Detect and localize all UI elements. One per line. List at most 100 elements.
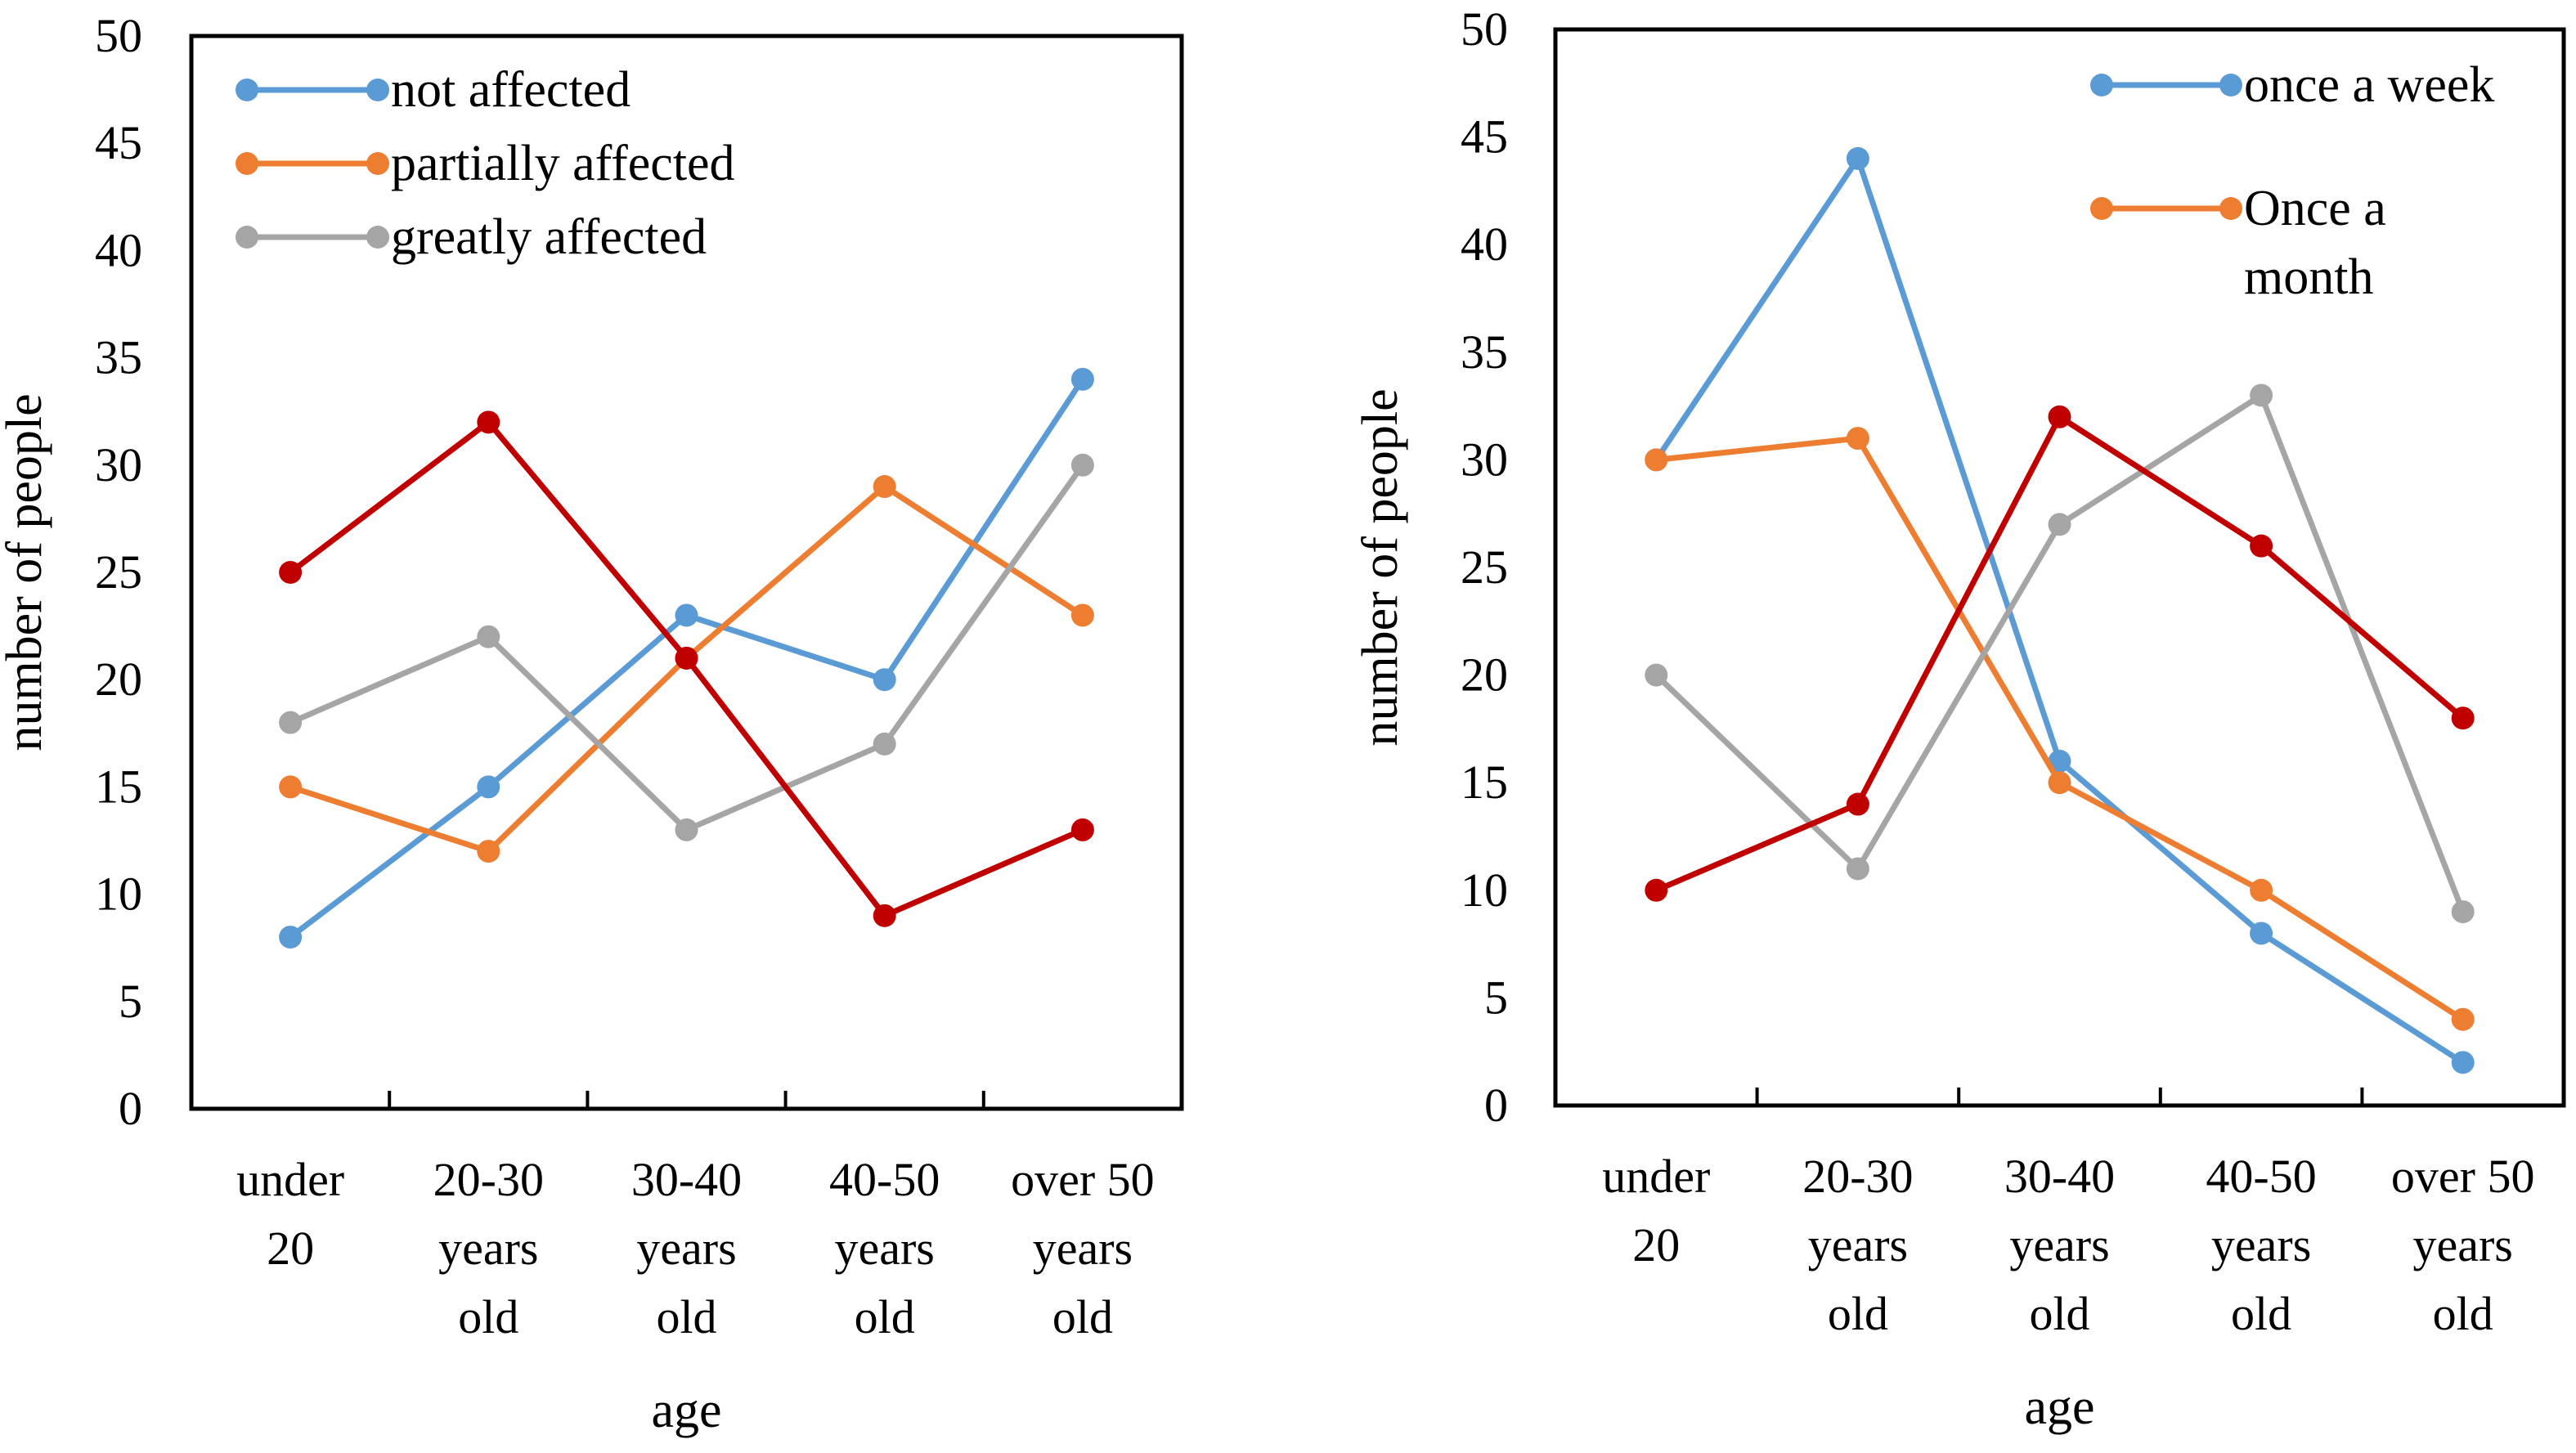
data-point bbox=[675, 646, 698, 670]
y-axis-title: number of people bbox=[0, 393, 52, 751]
legend-marker bbox=[236, 152, 258, 175]
data-point bbox=[873, 732, 896, 756]
y-tick-label: 50 bbox=[95, 9, 142, 62]
y-tick-label: 20 bbox=[95, 653, 142, 706]
legend-label: partially affected bbox=[391, 136, 735, 191]
series-3 bbox=[279, 453, 1094, 841]
x-tick-label: under bbox=[236, 1153, 344, 1206]
data-point bbox=[279, 711, 303, 734]
data-point bbox=[1070, 603, 1094, 627]
data-point bbox=[1846, 427, 1869, 451]
series-line bbox=[1654, 392, 2466, 913]
legend-marker bbox=[366, 78, 389, 101]
x-tick-label: years bbox=[2009, 1218, 2109, 1271]
x-tick-label: years bbox=[438, 1222, 538, 1275]
y-tick-label: 20 bbox=[1461, 648, 1508, 702]
legend: not affected partially affected greatly af… bbox=[236, 62, 735, 265]
x-tick-label: over 50 bbox=[2391, 1150, 2535, 1203]
data-point bbox=[1645, 663, 1668, 687]
data-point bbox=[2048, 771, 2071, 795]
y-tick-label: 30 bbox=[1461, 433, 1508, 486]
y-tick-label: 30 bbox=[95, 438, 142, 491]
y-tick-label: 50 bbox=[1461, 2, 1508, 56]
x-tick-label: old bbox=[2433, 1287, 2493, 1340]
data-point bbox=[279, 775, 303, 799]
data-point bbox=[2451, 706, 2475, 730]
series-line bbox=[1654, 414, 2465, 894]
x-tick-label: years bbox=[1808, 1218, 1908, 1271]
y-axis-title: number of people bbox=[1353, 388, 1408, 746]
x-tick-label: 40-50 bbox=[2206, 1150, 2316, 1203]
y-tick-label: 5 bbox=[119, 975, 142, 1028]
legend-marker bbox=[2090, 74, 2113, 96]
data-point bbox=[873, 475, 896, 499]
data-point bbox=[675, 818, 698, 841]
x-tick-label: years bbox=[636, 1222, 736, 1275]
legend-marker bbox=[2219, 74, 2242, 96]
plot-area bbox=[189, 34, 1184, 1111]
x-tick-label: years bbox=[2413, 1218, 2513, 1271]
x-tick-label: 20 bbox=[1632, 1218, 1680, 1271]
x-tick-label: 20-30 bbox=[433, 1153, 544, 1206]
x-tick-label: 30-40 bbox=[631, 1153, 742, 1206]
plot-area bbox=[1553, 27, 2566, 1108]
x-tick-label: years bbox=[1033, 1222, 1133, 1275]
y-tick-label: 35 bbox=[95, 331, 142, 384]
legend-label: month bbox=[2244, 249, 2373, 305]
data-point bbox=[873, 668, 896, 692]
y-tick-label: 15 bbox=[1461, 756, 1508, 809]
data-point bbox=[2250, 534, 2273, 558]
x-tick-label: 30-40 bbox=[2004, 1150, 2115, 1203]
data-point bbox=[2451, 900, 2475, 924]
x-tick-label: old bbox=[656, 1290, 716, 1343]
legend-item: partially affected bbox=[236, 136, 735, 191]
series-2 bbox=[1645, 427, 2475, 1031]
legend-marker bbox=[2219, 197, 2242, 220]
chart-2: 0 5 10 15 20 25 30 35 40 45 50 under 20 20-30 years old… bbox=[1353, 2, 2566, 1435]
y-tick-label: 0 bbox=[1484, 1079, 1508, 1132]
y-tick-label: 35 bbox=[1461, 325, 1508, 379]
x-tick-label: old bbox=[1828, 1287, 1888, 1340]
x-tick-label: 40-50 bbox=[829, 1153, 940, 1206]
legend-label: greatly affected bbox=[391, 209, 707, 265]
x-tick-label: under bbox=[1602, 1150, 1710, 1203]
x-axis-title: age bbox=[2024, 1379, 2094, 1435]
legend-label: Once a bbox=[2244, 181, 2386, 236]
series-4 bbox=[279, 410, 1094, 927]
series-3 bbox=[1645, 383, 2475, 924]
y-tick-label: 5 bbox=[1484, 971, 1508, 1024]
legend-item: Once a month bbox=[2090, 181, 2386, 305]
legend-label: once a week bbox=[2244, 57, 2494, 113]
data-point bbox=[1645, 448, 1668, 472]
legend-label: not affected bbox=[391, 62, 631, 118]
data-point bbox=[2451, 1007, 2475, 1031]
x-tick-label: old bbox=[855, 1290, 915, 1343]
x-tick-label: old bbox=[2231, 1287, 2291, 1340]
data-point bbox=[2250, 383, 2273, 407]
data-point bbox=[1846, 146, 1869, 170]
data-point bbox=[2451, 1051, 2475, 1074]
series-4 bbox=[1645, 405, 2475, 902]
legend-marker bbox=[2090, 197, 2113, 220]
x-axis-title: age bbox=[651, 1383, 721, 1438]
x-tick-label: 20-30 bbox=[1802, 1150, 1913, 1203]
x-tick-label: 20 bbox=[267, 1222, 314, 1275]
data-point bbox=[2250, 922, 2273, 945]
y-tick-label: 25 bbox=[1461, 540, 1508, 594]
chart-1: 0 5 10 15 20 25 30 35 40 45 50 under 20 20-30 years old… bbox=[0, 9, 1184, 1438]
data-point bbox=[279, 926, 303, 949]
x-tick-label: old bbox=[2029, 1287, 2089, 1340]
x-tick-label: old bbox=[458, 1290, 518, 1343]
x-tick-label: over 50 bbox=[1011, 1153, 1155, 1206]
data-point bbox=[1645, 878, 1668, 902]
legend-marker bbox=[366, 226, 389, 249]
y-tick-label: 45 bbox=[1461, 110, 1508, 164]
legend-item: greatly affected bbox=[236, 209, 707, 265]
data-point bbox=[279, 561, 303, 584]
x-tick-label: years bbox=[2211, 1218, 2311, 1271]
legend: once a week Once a month bbox=[2090, 57, 2494, 305]
data-point bbox=[477, 410, 500, 434]
y-tick-label: 45 bbox=[95, 116, 142, 169]
data-point bbox=[477, 840, 500, 863]
